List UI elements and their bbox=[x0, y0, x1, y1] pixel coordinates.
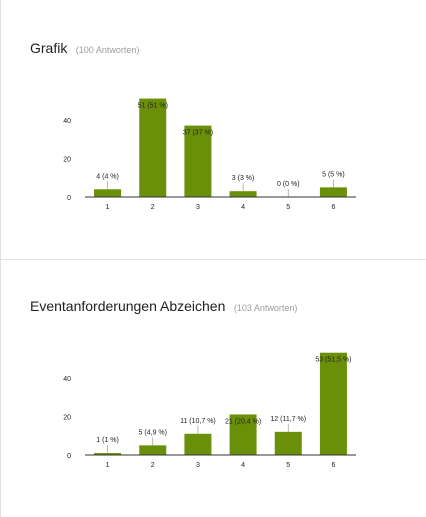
data-label: 11 (10,7 %) bbox=[180, 418, 216, 425]
card-divider bbox=[1, 259, 426, 260]
question-card-grafik bbox=[1, 0, 426, 259]
x-tick-label: 6 bbox=[331, 204, 335, 211]
x-tick-label: 6 bbox=[331, 462, 335, 469]
bar-6 bbox=[319, 187, 347, 197]
bar-4 bbox=[229, 191, 257, 197]
bar-chart-eventanforderungen: 0 20 40 1 (1 %) 1 5 (4,9 %) 2 11 (10,7 %) 3 21 (2… bbox=[63, 352, 356, 469]
data-label: 5 (4,9 %) bbox=[139, 429, 167, 436]
x-tick-label: 5 bbox=[286, 462, 290, 469]
y-tick-label: 20 bbox=[63, 414, 71, 421]
data-label: 1 (1 %) bbox=[96, 437, 119, 444]
x-tick-label: 1 bbox=[106, 204, 110, 211]
y-tick-label: 40 bbox=[63, 118, 71, 125]
data-label: 53 (51,5 %) bbox=[315, 357, 351, 364]
y-tick-label: 0 bbox=[67, 195, 71, 202]
x-tick-label: 2 bbox=[151, 462, 155, 469]
bar-1 bbox=[94, 453, 122, 455]
y-tick-label: 0 bbox=[67, 453, 71, 460]
x-tick-label: 2 bbox=[151, 204, 155, 211]
x-tick-label: 1 bbox=[106, 462, 110, 469]
bar-3 bbox=[184, 125, 212, 197]
x-tick-label: 4 bbox=[241, 462, 245, 469]
bar-1 bbox=[94, 189, 122, 197]
data-label: 12 (11,7 %) bbox=[270, 416, 306, 423]
data-label: 21 (20,4 %) bbox=[225, 418, 261, 425]
question-title: Grafik bbox=[30, 40, 68, 56]
response-count: (103 Antworten) bbox=[233, 303, 298, 313]
data-label: 3 (3 %) bbox=[232, 175, 255, 182]
bar-3 bbox=[184, 433, 212, 455]
bar-5 bbox=[274, 431, 302, 455]
bar-6 bbox=[319, 352, 347, 455]
bar-2 bbox=[139, 445, 167, 455]
x-tick-label: 3 bbox=[196, 462, 200, 469]
page-left-border bbox=[0, 0, 1, 517]
question-header: Grafik (100 Antworten) bbox=[30, 40, 139, 58]
bar-chart-grafik: 0 20 40 4 (4 %) 1 51 (51 %) 2 37 (37 %) 3 3 (3 %)… bbox=[63, 98, 356, 211]
question-title: Eventanforderungen Abzeichen bbox=[30, 298, 226, 314]
x-tick-label: 4 bbox=[241, 204, 245, 211]
data-label: 5 (5 %) bbox=[322, 171, 345, 178]
data-label: 4 (4 %) bbox=[96, 173, 119, 180]
bar-2 bbox=[139, 98, 167, 197]
data-label: 0 (0 %) bbox=[277, 181, 300, 188]
data-label: 37 (37 %) bbox=[183, 130, 213, 137]
bar-4 bbox=[229, 414, 257, 455]
x-tick-label: 5 bbox=[286, 204, 290, 211]
response-count: (100 Antworten) bbox=[75, 45, 140, 55]
question-card-eventanforderungen bbox=[1, 260, 426, 517]
question-header: Eventanforderungen Abzeichen (103 Antwor… bbox=[30, 298, 297, 316]
data-label: 51 (51 %) bbox=[138, 103, 168, 110]
y-tick-label: 40 bbox=[63, 376, 71, 383]
y-tick-label: 20 bbox=[63, 156, 71, 163]
x-tick-label: 3 bbox=[196, 204, 200, 211]
